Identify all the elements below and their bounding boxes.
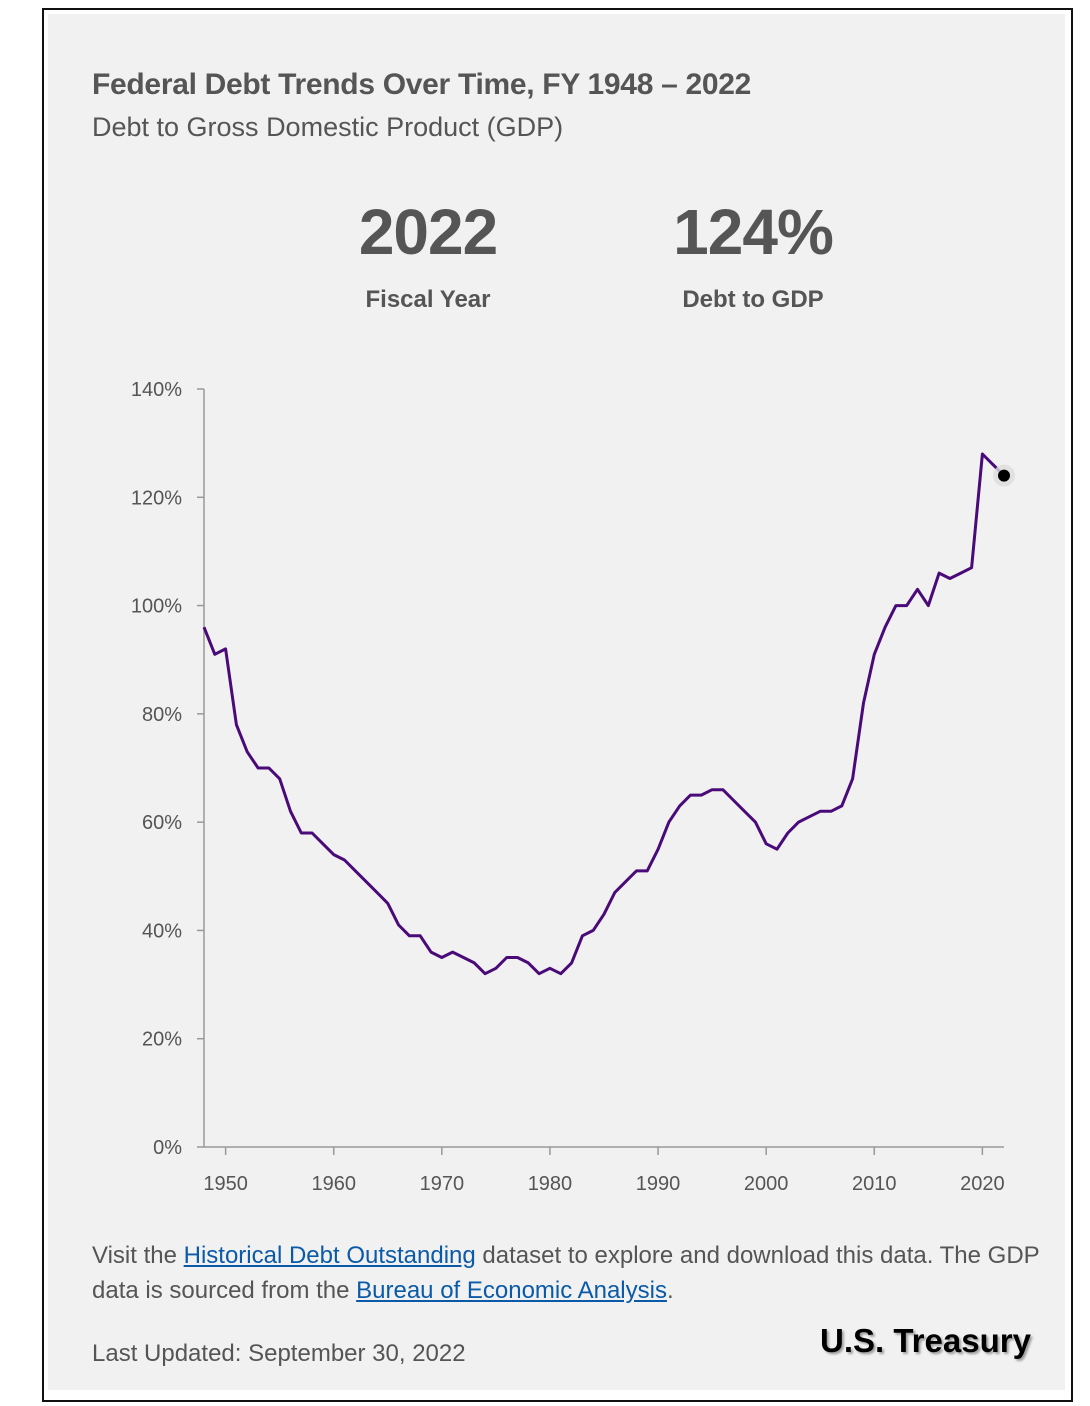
y-tick-label: 20% [142, 1029, 182, 1051]
y-tick-label: 80% [142, 704, 182, 726]
chart-subtitle: Debt to Gross Domestic Product (GDP) [92, 112, 564, 142]
x-tick-label: 1970 [420, 1173, 465, 1195]
y-tick-label: 0% [153, 1137, 182, 1159]
series-layer [202, 452, 1015, 976]
x-tick-label: 1990 [636, 1173, 681, 1195]
debt-to-gdp-value: 124% [673, 196, 834, 268]
x-tick-label: 1960 [311, 1173, 356, 1195]
y-tick-label: 100% [131, 596, 182, 618]
x-tick-label: 1980 [528, 1173, 573, 1195]
debt-to-gdp-line [202, 452, 1006, 976]
bureau-of-economic-analysis-link[interactable]: Bureau of Economic Analysis [356, 1277, 667, 1304]
x-axis: 1950 1960 1970 1980 1990 2000 2010 2020 [203, 1146, 1005, 1195]
note-text-2: dataset to explore and download this dat… [92, 1242, 1040, 1304]
x-tick-label: 1950 [203, 1173, 248, 1195]
chart-panel: Federal Debt Trends Over Time, FY 1948 –… [48, 14, 1065, 1390]
fiscal-year-stat: 2022 Fiscal Year [328, 200, 528, 314]
historical-debt-outstanding-link[interactable]: Historical Debt Outstanding [183, 1242, 476, 1269]
fiscal-year-value: 2022 [358, 196, 498, 268]
y-tick-label: 60% [142, 812, 182, 834]
fiscal-year-label: Fiscal Year [365, 286, 491, 313]
chart-title: Federal Debt Trends Over Time, FY 1948 –… [92, 68, 752, 101]
y-tick-label: 140% [131, 379, 182, 401]
debt-line-chart[interactable]: 0%20%40%60%80%100%120%140% 1950 1960 1970 1… [48, 14, 1065, 1244]
debt-to-gdp-stat: 124% Debt to GDP [638, 200, 868, 314]
last-updated: Last Updated: September 30, 2022 [92, 1340, 466, 1367]
chart-card: Federal Debt Trends Over Time, FY 1948 –… [42, 8, 1073, 1402]
debt-to-gdp-label: Debt to GDP [682, 286, 824, 313]
x-tick-label: 2010 [852, 1173, 897, 1195]
x-tick-label: 2020 [960, 1173, 1005, 1195]
y-tick-label: 40% [142, 920, 182, 942]
us-treasury-watermark: U.S. Treasury [820, 1322, 1031, 1359]
y-tick-label: 120% [131, 487, 182, 509]
note-text-1: Visit the [92, 1242, 184, 1269]
x-tick-label: 2000 [744, 1173, 789, 1195]
note-text-3: . [666, 1277, 674, 1304]
highlight-point-2022[interactable] [998, 469, 1010, 482]
data-source-note: Visit the Historical Debt Outstanding da… [92, 1238, 1072, 1308]
y-axis: 0% 20% 40% 60% 80% 100% 120% 140% [131, 379, 205, 1159]
